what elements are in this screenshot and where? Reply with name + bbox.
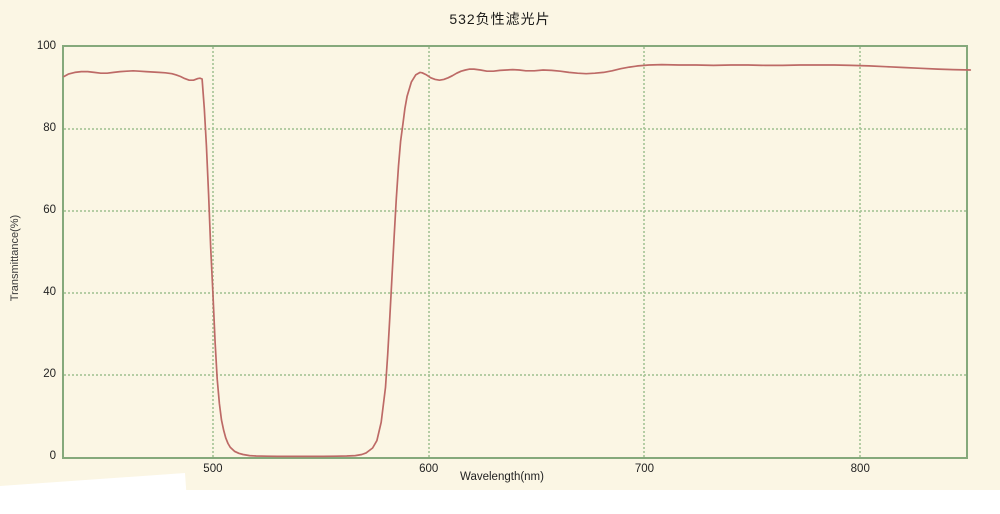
horizontal-gridline [64, 128, 966, 130]
x-tick-label: 700 [634, 463, 655, 475]
plot-area [62, 45, 972, 459]
transmittance-curve [63, 63, 972, 458]
transmittance-curve-svg [63, 63, 972, 458]
y-tick-label: 100 [36, 40, 56, 52]
horizontal-gridline [64, 210, 966, 212]
y-tick-label: 60 [43, 204, 56, 216]
vertical-gridline [427, 47, 430, 457]
x-tick-label: 800 [850, 463, 870, 475]
horizontal-gridline [64, 374, 966, 376]
x-tick-label: 500 [203, 463, 223, 475]
y-tick-label: 40 [43, 286, 56, 298]
y-tick-label: 0 [49, 450, 56, 462]
chart-paper-background [0, 0, 1000, 490]
vertical-gridline [643, 47, 646, 457]
y-tick-label: 80 [43, 122, 56, 134]
vertical-gridline [859, 47, 862, 457]
x-tick-label: 600 [419, 463, 439, 475]
chart-title: 532负性滤光片 [449, 11, 551, 27]
y-tick-label: 20 [43, 368, 56, 380]
x-axis-title: Wavelength(nm) [460, 471, 544, 483]
vertical-gridline [211, 47, 214, 457]
horizontal-gridline [64, 292, 966, 294]
